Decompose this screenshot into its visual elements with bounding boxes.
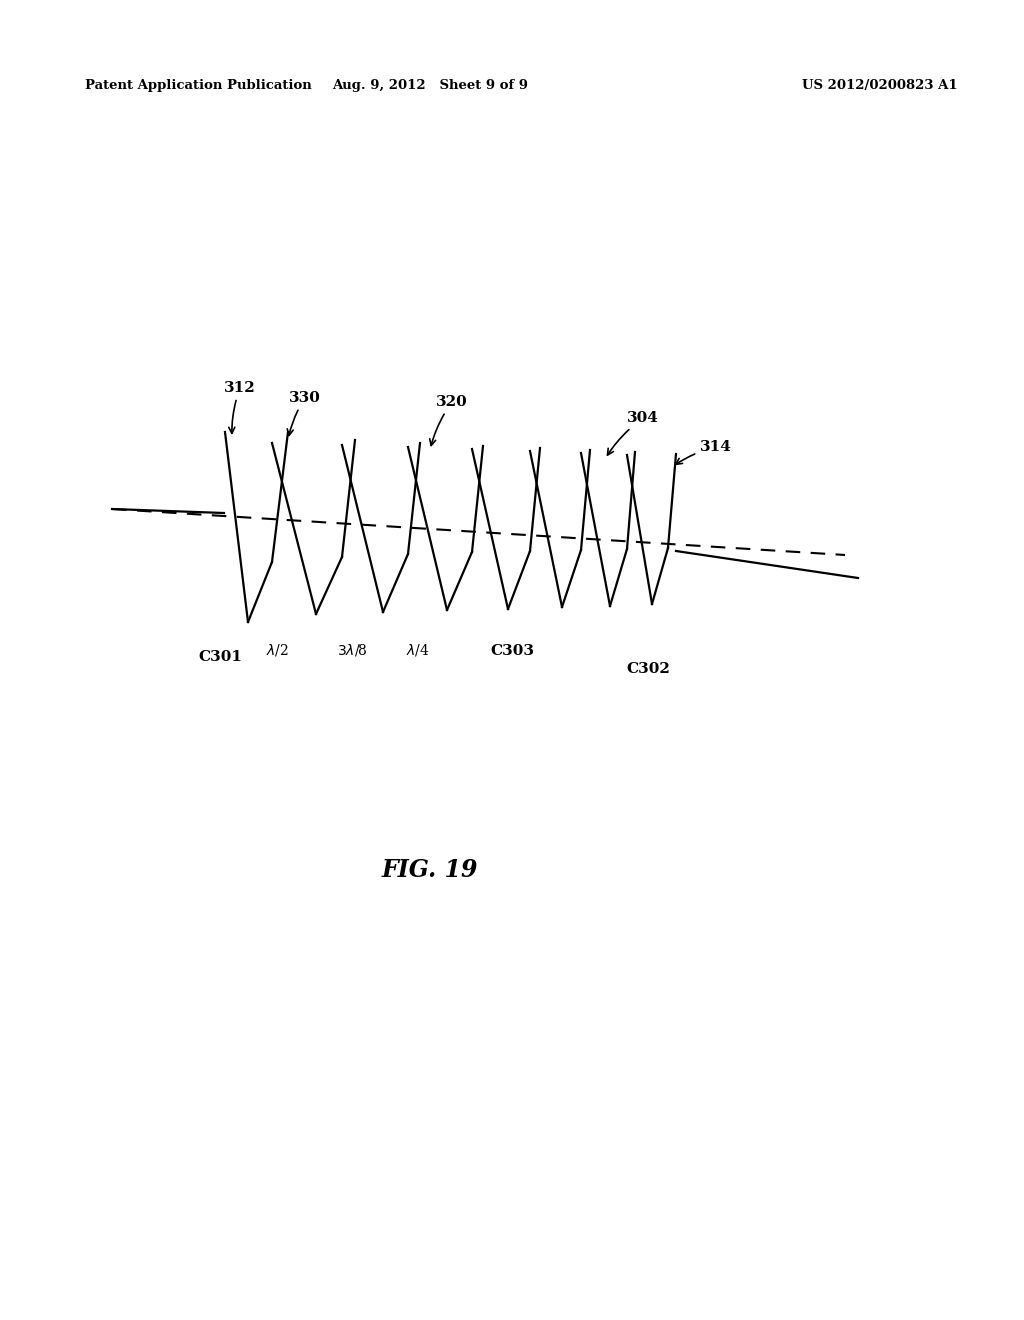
Text: FIG. 19: FIG. 19 xyxy=(382,858,478,882)
Text: Aug. 9, 2012   Sheet 9 of 9: Aug. 9, 2012 Sheet 9 of 9 xyxy=(332,78,528,91)
Text: C301: C301 xyxy=(198,649,242,664)
Text: 314: 314 xyxy=(676,440,732,465)
Text: 304: 304 xyxy=(607,411,658,455)
Text: C302: C302 xyxy=(626,663,670,676)
Text: $\lambda$/4: $\lambda$/4 xyxy=(407,642,430,657)
Text: $3\lambda$/8: $3\lambda$/8 xyxy=(337,642,368,657)
Text: Patent Application Publication: Patent Application Publication xyxy=(85,78,311,91)
Text: 320: 320 xyxy=(430,395,468,446)
Text: US 2012/0200823 A1: US 2012/0200823 A1 xyxy=(802,78,957,91)
Text: C303: C303 xyxy=(490,644,534,657)
Text: 330: 330 xyxy=(287,391,321,436)
Text: 312: 312 xyxy=(224,381,256,433)
Text: $\lambda$/2: $\lambda$/2 xyxy=(265,642,289,657)
